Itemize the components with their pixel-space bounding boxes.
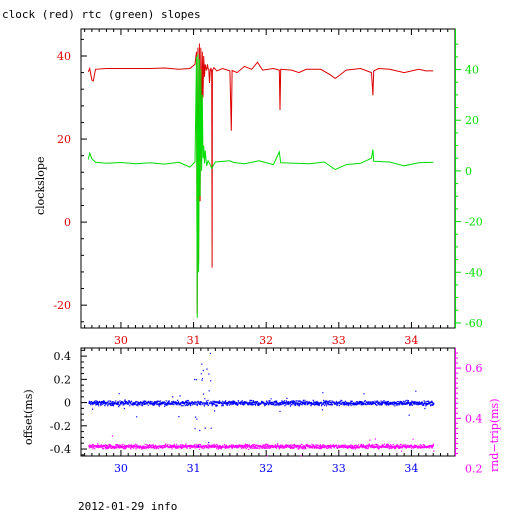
top-x-axis: 30 31 32 33 34 [84,29,456,347]
chart-title: clock (red) rtc (green) slopes [2,8,201,21]
y-right-tick-label: -20 [465,216,483,229]
y-tick-label: 0.2 [54,373,72,386]
top-plot-frame [80,28,456,329]
top-y-axis-label: clockslope [34,157,47,215]
bottom-x-axis: 30 31 32 33 34 [84,348,456,475]
y-tick-label: 20 [57,133,71,146]
bottom-series-blue [88,352,435,447]
x-tick-label: 30 [114,462,128,475]
y-tick-label: 40 [57,50,71,63]
y-tick-label: 0 [64,216,71,229]
x-tick-label: 33 [332,462,346,475]
x-tick-label: 31 [187,334,201,347]
bottom-right-y-axis: 0.2 0.4 0.6 [455,348,483,476]
x-tick-label: 34 [404,334,418,347]
y-right-tick-label: 0.6 [465,362,483,375]
y-right-tick-label: -40 [465,266,483,279]
x-tick-label: 30 [114,334,128,347]
y-tick-label: 0 [64,397,71,410]
bottom-y-axis-label: offset(ms) [22,389,35,445]
y-right-tick-label: 40 [465,64,479,77]
top-right-y-axis: -60 -40 -20 0 20 40 [455,29,483,330]
blue-scatter-points [88,352,435,447]
y-tick-label: 0.4 [54,350,72,363]
top-series-green [87,54,434,318]
x-tick-label: 31 [187,462,201,475]
y-tick-label: -20 [53,299,71,312]
top-left-y-axis: -20 0 20 40 [53,38,87,323]
x-tick-label: 32 [259,462,273,475]
y-tick-label: -0.2 [50,420,71,433]
y-right-tick-label: -60 [465,317,483,330]
top-series-red [87,43,434,314]
y-right-tick-label: 0.4 [465,412,483,425]
x-tick-label: 33 [332,334,346,347]
green-series-line [87,54,434,318]
y-tick-label: -0.4 [50,443,71,456]
red-series-line [87,43,434,314]
x-tick-label: 32 [259,334,273,347]
bottom-right-y-axis-label: rnd−trip(ms) [488,399,501,473]
y-right-tick-label: 0.2 [465,463,483,476]
footer-info: 2012-01-29 info [78,500,177,512]
bottom-left-y-axis: -0.4 -0.2 0 0.2 0.4 [50,349,87,456]
y-right-tick-label: 20 [465,114,479,127]
magenta-scatter-points [88,435,435,457]
bottom-panel: 30 31 32 33 34 -0.4 -0.2 0 0.2 0.4 0.2 0.4 0.6 off… [22,347,501,476]
bottom-series-magenta [88,435,435,457]
y-right-tick-label: 0 [465,165,472,178]
x-tick-label: 34 [404,462,418,475]
top-panel: 30 31 32 33 34 -20 0 20 40 -60 -40 -20 0 20 40 clock… [34,28,483,347]
